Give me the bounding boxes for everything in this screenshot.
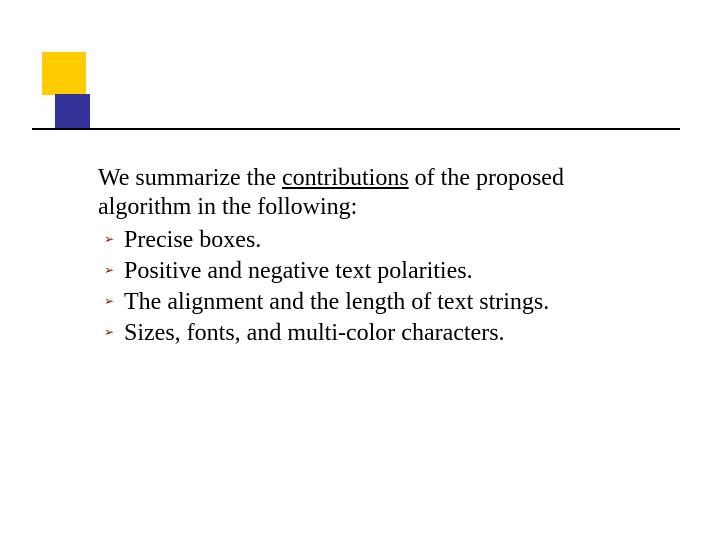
list-item: ➢ The alignment and the length of text s… [124, 287, 658, 318]
list-item-text: Precise boxes. [124, 227, 261, 253]
list-item-text: Positive and negative text polarities. [124, 258, 473, 284]
decor-yellow-square [42, 52, 86, 95]
intro-pre: We summarize the [98, 165, 282, 191]
bullet-marker-icon: ➢ [104, 232, 114, 248]
list-item: ➢ Precise boxes. [124, 225, 658, 256]
bullet-marker-icon: ➢ [104, 263, 114, 279]
list-item-text: The alignment and the length of text str… [124, 289, 549, 315]
bullet-marker-icon: ➢ [104, 294, 114, 310]
body-text: We summarize the contributions of the pr… [98, 164, 658, 349]
intro-underlined: contributions [282, 165, 409, 191]
bullet-marker-icon: ➢ [104, 325, 114, 341]
intro-paragraph: We summarize the contributions of the pr… [98, 164, 658, 223]
horizontal-rule [32, 128, 680, 130]
list-item: ➢ Positive and negative text polarities. [124, 256, 658, 287]
slide: We summarize the contributions of the pr… [0, 0, 720, 540]
decor-blue-square [55, 94, 90, 129]
bullet-list: ➢ Precise boxes. ➢ Positive and negative… [98, 225, 658, 350]
list-item: ➢ Sizes, fonts, and multi-color characte… [124, 318, 658, 349]
list-item-text: Sizes, fonts, and multi-color characters… [124, 320, 505, 346]
